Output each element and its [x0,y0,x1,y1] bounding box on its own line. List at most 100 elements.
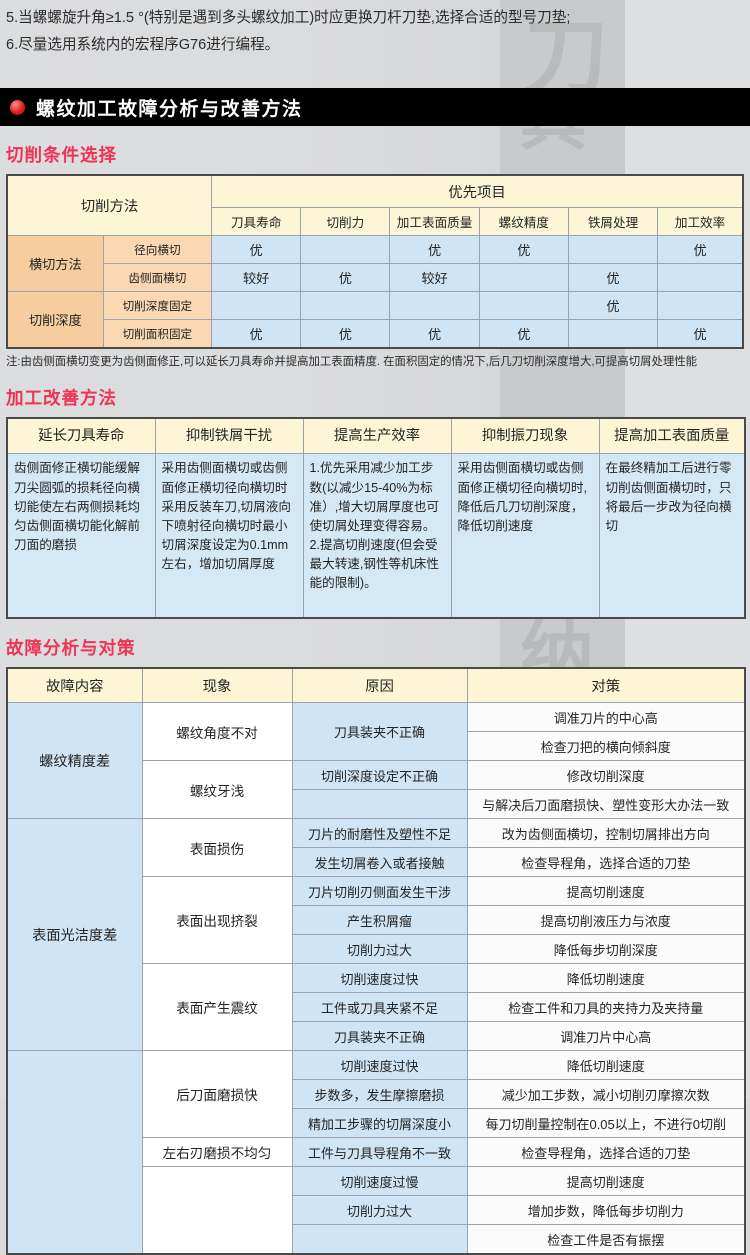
heading-improvement-methods: 加工改善方法 [6,388,117,409]
measure-cell: 减少加工步数，减小切削刃摩擦次数 [466,1079,746,1110]
col-header-4: 铁屑处理 [567,207,659,237]
cell-value: 优 [389,319,480,349]
measure-cell: 检查刀把的横向倾斜度 [466,731,746,762]
cause-cell: 刀片的耐磨性及塑性不足 [291,818,468,849]
cell-value: 优 [211,319,302,349]
cause-cell: 工件或刀具夹紧不足 [291,992,468,1023]
phenomenon-label: 表面出现挤裂 [141,876,293,965]
cell-value: 优 [567,263,659,293]
cell-value: 优 [567,291,659,321]
table-row: 表面光洁度差 表面损伤 刀片的耐磨性及塑性不足 改为齿侧面横切，控制切屑排出方向 [6,818,746,1052]
table-note: 注:由齿侧面横切变更为齿侧面修正,可以延长刀具寿命并提高加工表面精度. 在面积固… [6,356,698,369]
cause-cell: 刀片切削刃侧面发生干涉 [291,876,468,907]
intro-notes: 5.当螺螺旋升角≥1.5 °(特别是遇到多头螺纹加工)时应更换刀杆刀垫,选择合适… [0,0,750,55]
cause-cell: 刀具装夹不正确 [291,1021,468,1052]
cause-cell: 步数多，发生摩擦磨损 [291,1079,468,1110]
measure-cell: 修改切削深度 [466,760,746,791]
table-row: 切削深度 切削深度固定 优 [6,291,744,349]
cell-improvement-4: 在最终精加工后进行零切削齿侧面横切时，只将最后一步改为径向横切 [598,453,746,619]
table-row: 齿侧面修正横切能缓解刀尖圆弧的损耗径向横切能使左右两侧损耗均匀齿侧面横切能化解前… [6,453,746,619]
cell-value: 优 [478,319,569,349]
measure-cell: 改为齿侧面横切，控制切屑排出方向 [466,818,746,849]
row-group-label-1: 切削深度 [6,291,104,349]
fault-group-label: 螺纹精度差 [6,702,143,820]
fault-group-label [6,1050,143,1255]
cell-corner-label: 切削方法 [6,174,213,237]
cell-value: 优 [300,319,391,349]
cell-value: 优 [657,319,744,349]
cause-cell [291,789,468,820]
col-header-3: 对策 [466,667,746,704]
heading-cutting-conditions: 切削条件选择 [6,145,117,166]
cell-value [657,263,744,293]
row-sub-label: 齿侧面横切 [102,263,213,293]
measure-cell: 调准刀片中心高 [466,1021,746,1052]
cell-improvement-2: 1.优先采用减少加工步数(以减少15-40%为标准）,增大切屑厚度也可使切屑处理… [302,453,452,619]
measure-cell: 提高切削速度 [466,1166,746,1197]
measure-cell: 与解决后刀面磨损快、塑性变形大办法一致 [466,789,746,820]
col-header-2: 原因 [291,667,468,704]
table-row: 切削面积固定 优 优 优 优 优 [7,319,744,349]
phenomenon-label: 表面产生震纹 [141,963,293,1052]
cell-group-header: 优先项目 [211,174,744,209]
cell-value: 优 [389,235,480,265]
cell-value: 优 [300,263,391,293]
cell-value [657,291,744,321]
cause-cell: 精加工步骤的切屑深度小 [291,1108,468,1139]
col-header-0: 延长刀具寿命 [6,417,156,455]
phenomenon-label: 左右刃磨损不均匀 [141,1137,293,1168]
cause-cell: 刀具装夹不正确 [291,702,468,762]
measure-cell: 增加步数，降低每步切削力 [466,1195,746,1226]
phenomenon-label: 螺纹角度不对 [141,702,293,762]
row-sub-label: 径向横切 [102,235,213,265]
heading-fault-analysis: 故障分析与对策 [6,638,136,659]
measure-cell: 调准刀片的中心高 [466,702,746,733]
cause-cell: 切削深度设定不正确 [291,760,468,791]
cause-cell: 切削速度过慢 [291,1166,468,1197]
col-header-1: 抑制铁屑干扰 [154,417,304,455]
cell-value: 较好 [389,263,480,293]
phenomenon-label: 螺纹牙浅 [141,760,293,820]
table-row-column-headers: 故障内容 现象 原因 对策 [6,667,746,704]
table-fault-analysis: 故障内容 现象 原因 对策 螺纹精度差 螺纹角度不对 刀具装夹不正确 调准刀片的… [6,667,746,1255]
col-header-4: 提高加工表面质量 [598,417,746,455]
col-header-1: 切削力 [300,207,391,237]
col-header-5: 加工效率 [657,207,744,237]
table-row: 后刀面磨损快 切削速度过快 降低切削速度 [6,1050,746,1255]
measure-cell: 检查导程角，选择合适的刀垫 [466,1137,746,1168]
col-header-3: 抑制振刀现象 [450,417,600,455]
measure-cell: 每刀切削量控制在0.05以上，不进行0切削 [466,1108,746,1139]
cell-value [478,263,569,293]
fault-group-label: 表面光洁度差 [6,818,143,1052]
col-header-0: 刀具寿命 [211,207,302,237]
col-header-2: 加工表面质量 [389,207,480,237]
measure-cell: 降低每步切削深度 [466,934,746,965]
cell-improvement-3: 采用齿侧面横切或齿侧面修正横切径向横切时,降低后几刀切削深度，降低切削速度 [450,453,600,619]
col-header-3: 螺纹精度 [478,207,569,237]
intro-line-6: 6.尽量选用系统内的宏程序G76进行编程。 [6,36,280,53]
measure-cell: 降低切削速度 [466,1050,746,1081]
row-group-label-0: 横切方法 [6,235,104,293]
measure-cell: 提高切削液压力与浓度 [466,905,746,936]
table-row-column-headers: 延长刀具寿命 抑制铁屑干扰 提高生产效率 抑制振刀现象 提高加工表面质量 [6,417,746,455]
cause-cell: 产生积屑瘤 [291,905,468,936]
measure-cell: 检查导程角，选择合适的刀垫 [466,847,746,878]
row-sub-label: 切削面积固定 [102,319,213,349]
intro-line-5: 5.当螺螺旋升角≥1.5 °(特别是遇到多头螺纹加工)时应更换刀杆刀垫,选择合适… [6,10,571,26]
cause-cell: 切削力过大 [291,1195,468,1226]
cell-value [567,235,659,265]
cell-value [211,291,302,321]
cause-cell: 切削速度过快 [291,1050,468,1081]
table-row-group-header: 切削方法 优先项目 [6,174,744,237]
row-sub-label: 切削深度固定 [102,291,213,321]
cause-cell: 工件与刀具导程角不一致 [291,1137,468,1168]
cell-value [478,291,569,321]
cause-cell: 发生切屑卷入或者接触 [291,847,468,878]
banner-title: 螺纹加工故障分析与改善方法 [36,98,303,120]
cause-cell: 切削速度过快 [291,963,468,994]
table-row: 横切方法 径向横切 优 优 优 优 [6,235,744,293]
cell-value [300,291,391,321]
col-header-2: 提高生产效率 [302,417,452,455]
phenomenon-label: 后刀面磨损快 [141,1050,293,1139]
cause-cell: 切削力过大 [291,934,468,965]
